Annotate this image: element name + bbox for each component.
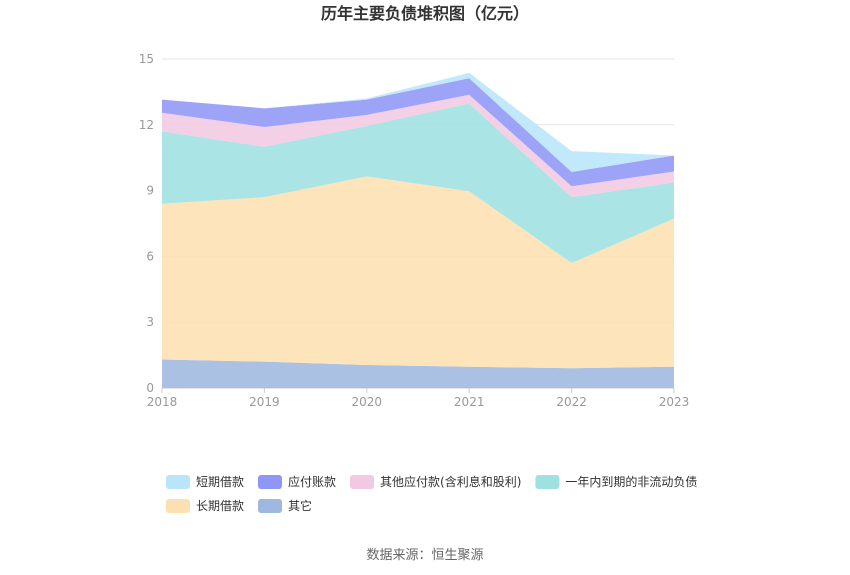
area-series-5[interactable]: 短期借款	[162, 72, 674, 172]
y-tick-label: 0	[146, 381, 154, 395]
legend-label[interactable]: 应付账款	[288, 474, 336, 489]
y-tick-label: 15	[139, 52, 154, 66]
area-series-2[interactable]: 一年内到期的非流动负债	[162, 103, 674, 263]
legend-label[interactable]: 其它	[288, 498, 312, 513]
y-tick-label: 12	[139, 118, 154, 132]
area-series: 其它长期借款一年内到期的非流动负债其他应付款(含利息和股利)应付账款短期借款	[162, 72, 674, 388]
area-series-1[interactable]: 长期借款	[162, 176, 674, 369]
data-source: 数据来源：恒生聚源	[366, 548, 483, 563]
legend-label[interactable]: 长期借款	[196, 499, 244, 513]
legend-label[interactable]: 其他应付款(含利息和股利)	[380, 474, 521, 489]
x-tick-label: 2021	[454, 395, 485, 409]
area-series-3[interactable]: 其他应付款(含利息和股利)	[162, 94, 674, 198]
legend-swatch[interactable]	[166, 499, 190, 513]
x-tick-label: 2023	[659, 395, 690, 409]
area-series-4[interactable]: 应付账款	[162, 78, 674, 187]
area-series-0[interactable]: 其它	[162, 359, 674, 388]
axes: 0 3 6 9 12 15 2018 2019 2020 2021 2022 2023	[139, 52, 690, 409]
legend-swatch[interactable]	[258, 499, 283, 513]
legend-swatch[interactable]	[166, 475, 190, 489]
legend-swatch[interactable]	[350, 475, 375, 489]
y-tick-label: 3	[146, 315, 154, 329]
x-tick-label: 2020	[352, 395, 383, 409]
x-tick-label: 2022	[556, 395, 587, 409]
legend-label[interactable]: 短期借款	[196, 475, 244, 489]
chart-title: 历年主要负债堆积图（亿元）	[321, 4, 529, 23]
y-tick-label: 6	[146, 249, 154, 263]
x-tick-label: 2018	[147, 395, 178, 409]
x-tick-label: 2019	[249, 395, 280, 409]
legend-label[interactable]: 一年内到期的非流动负债	[565, 474, 697, 489]
y-tick-label: 9	[146, 184, 154, 198]
legend-swatch[interactable]	[535, 475, 560, 489]
legend-swatch[interactable]	[258, 475, 283, 489]
